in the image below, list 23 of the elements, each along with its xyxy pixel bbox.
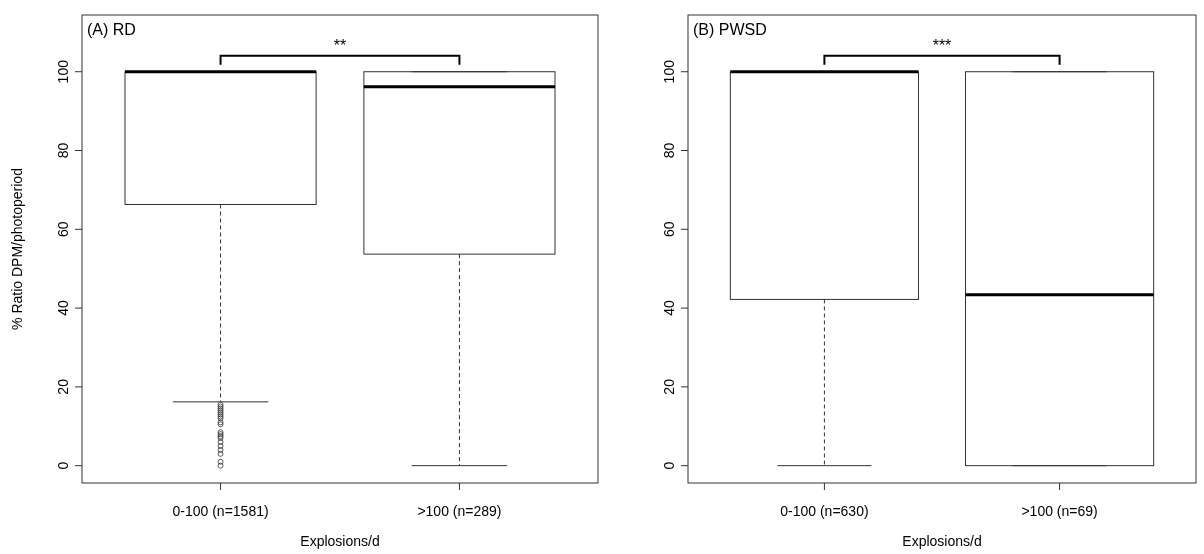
y-tick-label: 60 [661,221,677,238]
chart-title: (B) PWSD [693,21,767,38]
x-tick-label: >100 (n=69) [1021,503,1098,519]
annotation: *** [932,36,952,54]
x-axis-title: Explosions/d [300,533,380,549]
y-axis-title: % Ratio DPM/photoperiod [9,168,25,330]
y-tick-label: 80 [661,142,677,159]
y-tick-label: 20 [661,378,677,395]
chart-title: (A) RD [87,21,136,38]
y-tick-label: 40 [55,300,71,316]
y-tick-label: 20 [55,378,71,395]
y-tick-label: 40 [661,300,677,316]
y-tick-label: 80 [55,142,71,159]
x-tick-label: >100 (n=289) [417,503,502,519]
y-tick-label: 60 [55,221,71,238]
x-tick-label: 0-100 (n=1581) [172,503,269,519]
x-axis-title: Explosions/d [902,533,982,549]
y-tick-label: 100 [55,59,71,84]
annotation: ** [333,36,347,54]
y-tick-label: 0 [55,461,71,470]
y-tick-label: 100 [661,59,677,84]
y-tick-label: 0 [661,461,677,470]
x-tick-label: 0-100 (n=630) [780,503,869,519]
